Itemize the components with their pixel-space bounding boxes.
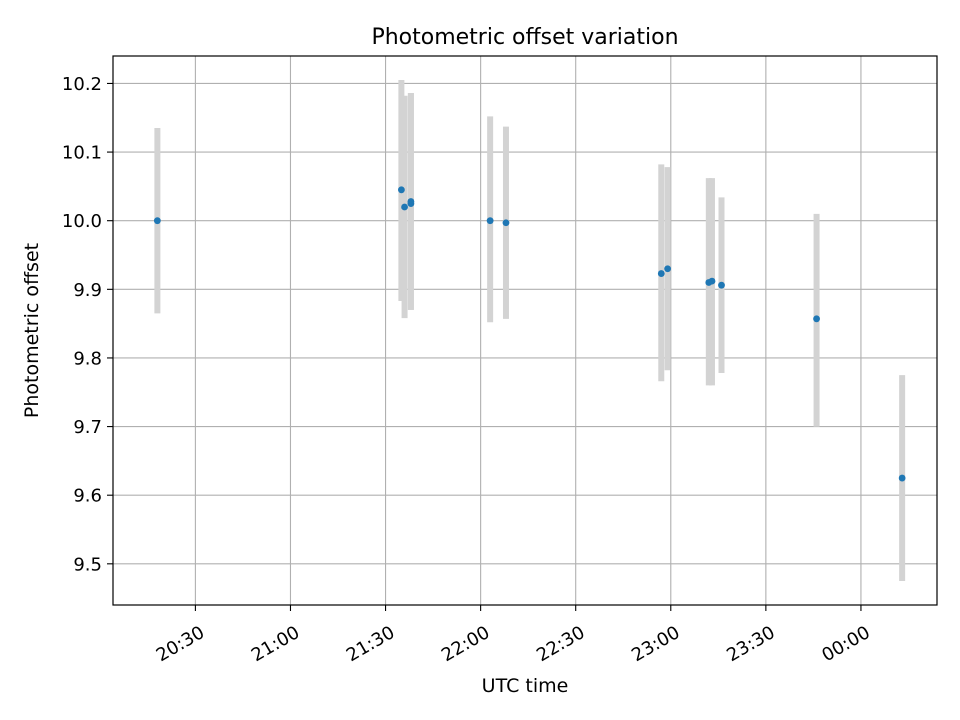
y-axis-ticks: 9.5 9.6 9.7 9.8 9.9 10.0 10.1 10.2: [62, 74, 113, 575]
y-tick-label: 9.6: [73, 486, 102, 507]
data-point: [486, 217, 494, 225]
data-point: [898, 474, 906, 482]
y-tick-label: 10.0: [62, 211, 102, 232]
data-point: [398, 186, 405, 194]
plot-frame: [112, 55, 938, 606]
x-axis-label: UTC time: [482, 675, 569, 697]
y-tick-label: 9.5: [73, 554, 102, 575]
data-point: [153, 217, 161, 225]
y-axis-label: Photometric offset: [21, 243, 43, 418]
data-point: [718, 281, 725, 289]
data-point: [813, 315, 820, 323]
data-point: [502, 219, 510, 227]
data-point: [657, 270, 665, 277]
data-point: [664, 265, 672, 273]
data-point: [407, 198, 415, 205]
data-point: [708, 277, 716, 285]
grid: [113, 56, 937, 605]
y-tick-label: 9.8: [73, 348, 102, 369]
y-tick-label: 9.7: [73, 417, 102, 438]
data-points: [153, 186, 906, 482]
y-tick-label: 9.9: [73, 280, 102, 301]
data-point: [401, 203, 408, 211]
y-tick-label: 10.2: [62, 74, 102, 95]
y-tick-label: 10.1: [62, 143, 102, 164]
chart-title: Photometric offset variation: [371, 25, 678, 50]
